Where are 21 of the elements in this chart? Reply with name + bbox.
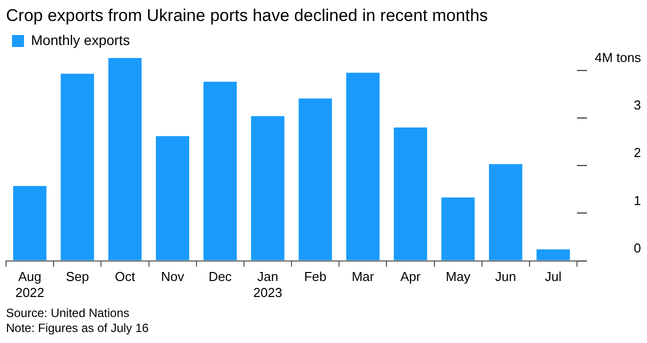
y-tick-label: 4M tons xyxy=(594,50,642,65)
text: Note: Figures as of July 16 xyxy=(6,321,149,336)
x-tick-label: Nov xyxy=(160,269,185,284)
x-tick-label: May xyxy=(446,269,471,284)
source-note: Source: United Nations xyxy=(6,306,130,321)
x-tick-label: Oct xyxy=(114,269,136,284)
x-tick-label: Sep xyxy=(66,269,89,284)
legend-label: Monthly exports xyxy=(31,32,130,48)
y-tick-label: 0 xyxy=(634,240,641,256)
x-tick-label: Jul xyxy=(544,269,562,284)
y-tick-label: 3 xyxy=(634,98,641,113)
x-tick-label: Jun xyxy=(495,269,516,284)
x-tick-label: Dec xyxy=(208,269,232,284)
x-tick-label: Jan 2023 xyxy=(253,269,282,300)
y-tick-label: 2 xyxy=(634,145,641,160)
x-tick-label: Aug 2022 xyxy=(15,269,44,300)
chart-title: Crop exports from Ukraine ports have declined in recent months xyxy=(6,6,488,26)
x-tick-label: Feb xyxy=(304,269,326,284)
y-tick-label: 1 xyxy=(634,192,641,208)
x-tick-label: Mar xyxy=(352,269,375,284)
x-tick-label: Apr xyxy=(400,269,422,284)
